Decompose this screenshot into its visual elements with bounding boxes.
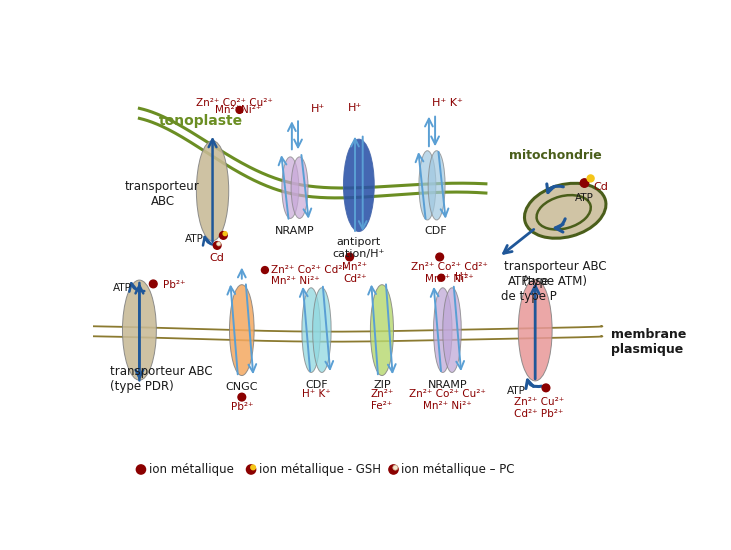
Circle shape xyxy=(436,253,444,261)
Text: Pb²⁺: Pb²⁺ xyxy=(162,280,185,290)
Circle shape xyxy=(542,384,550,392)
Text: H⁺: H⁺ xyxy=(455,272,468,282)
Ellipse shape xyxy=(433,288,452,372)
Ellipse shape xyxy=(526,184,605,237)
Ellipse shape xyxy=(282,157,299,218)
Ellipse shape xyxy=(123,280,156,380)
Text: transporteur ABC
(type PDR): transporteur ABC (type PDR) xyxy=(110,365,213,393)
Text: H⁺: H⁺ xyxy=(348,103,362,113)
Ellipse shape xyxy=(197,141,229,241)
Text: Zn²⁺
Fe²⁺: Zn²⁺ Fe²⁺ xyxy=(371,389,393,411)
Text: Zn²⁺ Co²⁺ Cd²⁺
Mn²⁺ Ni²⁺: Zn²⁺ Co²⁺ Cd²⁺ Mn²⁺ Ni²⁺ xyxy=(411,262,488,284)
Circle shape xyxy=(587,175,594,182)
Text: ion métallique - GSH: ion métallique - GSH xyxy=(259,463,381,476)
Circle shape xyxy=(216,242,221,246)
Circle shape xyxy=(393,465,398,470)
Text: Mn²⁺: Mn²⁺ xyxy=(216,105,240,115)
Circle shape xyxy=(136,465,145,474)
Circle shape xyxy=(246,465,256,474)
Text: Zn²⁺ Co²⁺ Cu²⁺
Mn²⁺ Ni²⁺: Zn²⁺ Co²⁺ Cu²⁺ Mn²⁺ Ni²⁺ xyxy=(409,389,486,411)
Ellipse shape xyxy=(419,151,436,220)
Text: ATP: ATP xyxy=(507,386,526,395)
Ellipse shape xyxy=(518,279,552,381)
Text: ion métallique – PC: ion métallique – PC xyxy=(401,463,515,476)
Text: transporteur ABC
(type ATM): transporteur ABC (type ATM) xyxy=(504,260,607,288)
Text: ATP: ATP xyxy=(113,283,132,293)
Ellipse shape xyxy=(302,288,320,372)
Text: NRAMP: NRAMP xyxy=(428,380,467,390)
Circle shape xyxy=(223,232,227,235)
Circle shape xyxy=(389,465,398,474)
Text: ion métallique: ion métallique xyxy=(148,463,233,476)
Text: Zn²⁺ Cu²⁺
Cd²⁺ Pb²⁺: Zn²⁺ Cu²⁺ Cd²⁺ Pb²⁺ xyxy=(514,397,564,419)
Ellipse shape xyxy=(371,285,393,376)
Text: ATPase
de type P: ATPase de type P xyxy=(501,276,557,304)
Text: H⁺ K⁺: H⁺ K⁺ xyxy=(302,389,331,399)
Text: H⁺: H⁺ xyxy=(311,104,325,114)
Ellipse shape xyxy=(230,285,254,376)
Circle shape xyxy=(346,253,354,261)
Text: tonoplaste: tonoplaste xyxy=(159,114,243,128)
Text: H⁺ K⁺: H⁺ K⁺ xyxy=(432,98,463,108)
Text: antiport
cation/H⁺: antiport cation/H⁺ xyxy=(333,237,385,258)
Text: NRAMP: NRAMP xyxy=(275,226,315,236)
Text: CDF: CDF xyxy=(425,226,447,236)
Ellipse shape xyxy=(344,139,374,232)
Text: membrane
plasmique: membrane plasmique xyxy=(610,328,686,356)
Ellipse shape xyxy=(428,151,445,220)
Text: Mn²⁺
Cd²⁺: Mn²⁺ Cd²⁺ xyxy=(342,262,368,284)
Ellipse shape xyxy=(291,157,308,218)
Ellipse shape xyxy=(313,288,331,372)
Circle shape xyxy=(219,232,227,239)
Text: ZIP: ZIP xyxy=(373,380,391,390)
Text: Zn²⁺ Co²⁺ Cu²⁺: Zn²⁺ Co²⁺ Cu²⁺ xyxy=(196,98,273,108)
Circle shape xyxy=(149,280,157,288)
Circle shape xyxy=(262,267,268,273)
Circle shape xyxy=(251,465,255,470)
Circle shape xyxy=(236,107,243,113)
Circle shape xyxy=(213,241,221,249)
Text: Cd: Cd xyxy=(210,253,224,263)
Text: Pb²⁺: Pb²⁺ xyxy=(230,403,253,412)
Text: mitochondrie: mitochondrie xyxy=(509,149,602,162)
Text: Zn²⁺ Co²⁺ Cd²⁺
Mn²⁺ Ni²⁺: Zn²⁺ Co²⁺ Cd²⁺ Mn²⁺ Ni²⁺ xyxy=(271,265,348,286)
Text: CNGC: CNGC xyxy=(226,382,258,392)
Text: Cd: Cd xyxy=(594,182,609,191)
Text: Ni²⁺: Ni²⁺ xyxy=(241,105,261,115)
Text: transporteur
ABC: transporteur ABC xyxy=(125,180,200,208)
Text: ATP: ATP xyxy=(575,193,594,203)
Ellipse shape xyxy=(443,288,461,372)
Circle shape xyxy=(580,179,588,187)
Circle shape xyxy=(438,274,444,281)
Circle shape xyxy=(238,393,246,401)
Text: ATP: ATP xyxy=(185,234,203,244)
Text: CDF: CDF xyxy=(305,380,327,390)
